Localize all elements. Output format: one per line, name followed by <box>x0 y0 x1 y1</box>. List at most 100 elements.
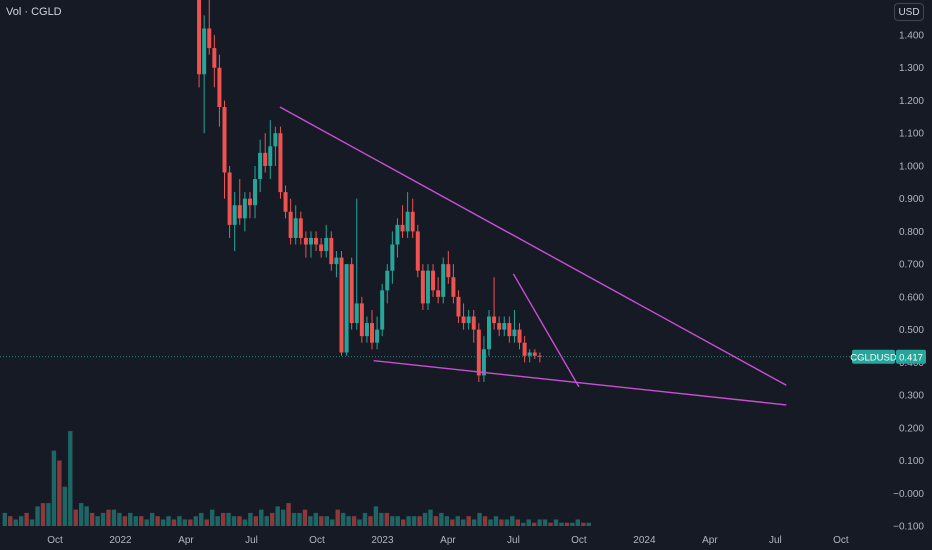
y-tick-label: 1.400 <box>899 31 924 42</box>
volume-bar <box>357 519 362 526</box>
candle <box>293 205 298 245</box>
candle <box>497 316 502 337</box>
volume-bar <box>373 506 379 526</box>
volume-bar <box>302 509 308 526</box>
x-axis: Oct 2022 Apr Jul Oct 2023 Apr Jul Oct 2024 Apr Jul O… <box>47 535 849 546</box>
volume-bars <box>2 431 591 526</box>
trendline[interactable] <box>512 273 580 388</box>
trendline[interactable] <box>279 106 787 386</box>
x-tick-label: Apr <box>702 535 718 546</box>
candle <box>263 133 268 173</box>
candle <box>217 54 222 127</box>
volume-bar <box>493 516 499 526</box>
volume-bar <box>362 512 368 526</box>
volume-bar <box>319 516 324 526</box>
candle <box>334 251 339 278</box>
candle <box>288 198 293 245</box>
volume-bar <box>297 512 302 526</box>
x-tick-label: 2024 <box>633 535 656 546</box>
volume-bar <box>40 503 46 526</box>
candle <box>492 277 497 330</box>
y-tick-label: 0.500 <box>899 325 924 336</box>
x-tick-label: Apr <box>440 535 456 546</box>
candle <box>314 231 319 252</box>
volume-bar <box>444 516 450 526</box>
y-tick-label: −0.000 <box>893 489 924 500</box>
y-tick-label: 1.300 <box>899 63 924 74</box>
volume-bar <box>275 506 280 526</box>
volume-bar <box>330 519 335 526</box>
y-tick-label: 1.000 <box>899 161 924 172</box>
volume-bar <box>68 431 73 526</box>
candle <box>400 205 405 238</box>
volume-bar <box>209 509 215 526</box>
volume-bar <box>466 516 471 526</box>
candle <box>507 316 512 343</box>
x-tick-label: Oct <box>833 535 849 546</box>
candle <box>370 309 375 350</box>
volume-bar <box>155 516 160 526</box>
volume-bar <box>395 516 400 526</box>
y-tick-label: 0.700 <box>899 260 924 271</box>
candle <box>268 120 273 180</box>
currency-button[interactable]: USD <box>894 3 924 21</box>
volume-bar <box>259 509 264 526</box>
candle <box>405 192 410 238</box>
volume-bar <box>89 512 95 526</box>
x-tick-label: Jul <box>507 535 520 546</box>
volume-bar <box>515 519 520 526</box>
candle <box>303 231 308 258</box>
volume-bar <box>291 512 297 526</box>
volume-bar <box>570 522 575 526</box>
candle <box>532 349 537 360</box>
volume-bar <box>220 512 226 526</box>
y-tick-label: 0.200 <box>899 423 924 434</box>
x-tick-label: 2023 <box>371 535 394 546</box>
volume-bar <box>581 522 586 526</box>
candle <box>273 126 278 166</box>
candle <box>329 231 334 271</box>
trendline[interactable] <box>373 360 787 406</box>
volume-bar <box>417 516 422 526</box>
volume-bar <box>433 516 439 526</box>
volume-bar <box>575 519 581 526</box>
volume-bar <box>499 519 504 526</box>
y-tick-label: 0.100 <box>899 456 924 467</box>
candle <box>441 257 446 304</box>
volume-bar <box>84 506 89 526</box>
candle <box>298 211 303 245</box>
volume-bar <box>482 516 488 526</box>
volume-bar <box>166 516 171 526</box>
volume-bar <box>128 512 133 526</box>
candle <box>242 192 247 232</box>
y-tick-label: 0.900 <box>899 194 924 205</box>
candle <box>212 35 217 88</box>
volume-bar <box>18 516 24 526</box>
candle <box>456 290 461 324</box>
volume-bar <box>215 516 220 526</box>
candle <box>476 323 481 382</box>
x-tick-label: 2022 <box>109 535 132 546</box>
x-tick-label: Oct <box>309 535 325 546</box>
volume-bar <box>439 512 444 526</box>
trendlines <box>279 106 787 406</box>
candle <box>471 309 476 343</box>
y-tick-label: 0.800 <box>899 227 924 238</box>
volume-bar <box>542 519 548 526</box>
volume-bar <box>324 516 329 526</box>
candle <box>227 165 232 238</box>
price-tag-value: 0.417 <box>899 352 923 363</box>
volume-bar <box>226 512 231 526</box>
price-tag-symbol: CGLDUSD <box>850 352 897 363</box>
y-axis: 1.400 1.300 1.200 1.100 1.000 0.900 0.800 0.700… <box>893 31 924 533</box>
candle <box>253 165 258 219</box>
volume-bar <box>390 516 395 526</box>
volume-bar <box>188 519 193 526</box>
x-tick-label: Oct <box>47 535 63 546</box>
x-tick-label: Apr <box>178 535 194 546</box>
candles <box>197 0 542 382</box>
candle <box>339 251 344 356</box>
candle <box>481 336 486 382</box>
volume-bar <box>122 516 128 526</box>
